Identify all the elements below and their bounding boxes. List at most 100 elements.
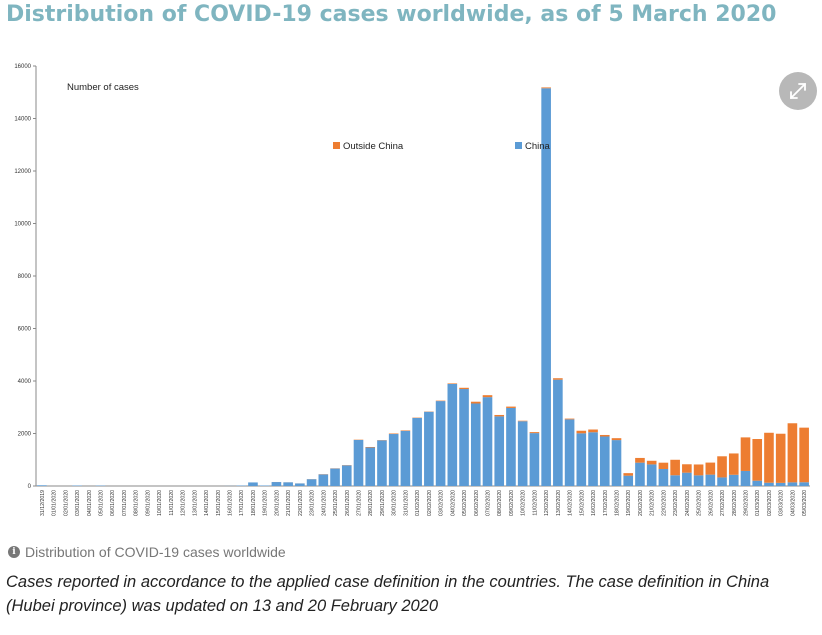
bar-china bbox=[377, 440, 387, 486]
bar-china bbox=[564, 419, 575, 486]
bar-outside-china bbox=[787, 423, 798, 483]
bar-china bbox=[295, 483, 305, 486]
x-tick-label: 11/01/2020 bbox=[169, 490, 175, 516]
x-tick-label: 14/02/2020 bbox=[568, 490, 574, 516]
bar-china bbox=[658, 468, 669, 486]
x-tick-label: 17/01/2020 bbox=[239, 490, 245, 516]
bar-china bbox=[740, 470, 751, 486]
bar-outside-china bbox=[588, 429, 598, 433]
x-tick-label: 18/01/2020 bbox=[251, 490, 257, 516]
x-axis: 31/12/2019 01/01/2020 02/01/2020 03/01/2020… bbox=[40, 490, 808, 516]
bar-china bbox=[541, 88, 551, 486]
bar-outside-china bbox=[752, 439, 763, 481]
x-tick-label: 16/01/2020 bbox=[228, 490, 234, 516]
x-tick-label: 23/02/2020 bbox=[673, 490, 679, 516]
x-tick-label: 29/01/2020 bbox=[380, 490, 386, 516]
info-icon: i bbox=[8, 546, 20, 558]
caption-heading: i Distribution of COVID-19 cases worldwi… bbox=[8, 544, 286, 560]
bar-china bbox=[787, 482, 798, 486]
y-axis-label: Number of cases bbox=[67, 82, 139, 93]
bar-china bbox=[306, 479, 317, 486]
bar-outside-china bbox=[494, 414, 505, 417]
bar-china bbox=[693, 475, 704, 486]
bar-china bbox=[670, 475, 680, 486]
x-tick-label: 09/02/2020 bbox=[509, 490, 515, 516]
x-tick-label: 11/02/2020 bbox=[532, 490, 538, 516]
bar-outside-china bbox=[646, 460, 657, 465]
x-tick-label: 04/03/2020 bbox=[790, 490, 796, 516]
x-tick-label: 09/01/2020 bbox=[145, 490, 151, 516]
x-tick-label: 21/01/2020 bbox=[286, 490, 292, 516]
bar-outside-china bbox=[611, 438, 622, 441]
bar-china bbox=[283, 482, 293, 486]
x-tick-label: 06/02/2020 bbox=[474, 490, 480, 516]
x-tick-label: 24/02/2020 bbox=[685, 490, 691, 516]
bar-china bbox=[635, 462, 645, 486]
caption-body: Cases reported in accordance to the appl… bbox=[6, 573, 770, 615]
legend-label-outside-china: Outside China bbox=[343, 141, 404, 152]
y-tick-label: 10000 bbox=[14, 222, 31, 228]
bar-outside-china bbox=[670, 459, 680, 476]
chart-title: Distribution of COVID-19 cases worldwide… bbox=[6, 2, 777, 27]
x-tick-label: 13/01/2020 bbox=[192, 490, 198, 516]
x-tick-label: 24/01/2020 bbox=[321, 490, 327, 516]
x-tick-label: 08/01/2020 bbox=[134, 490, 140, 516]
x-tick-label: 16/02/2020 bbox=[591, 490, 597, 516]
x-tick-label: 19/02/2020 bbox=[626, 490, 632, 516]
bar-china bbox=[248, 482, 258, 486]
x-tick-label: 03/01/2020 bbox=[75, 490, 81, 516]
bar-china bbox=[623, 475, 634, 486]
x-tick-label: 10/01/2020 bbox=[157, 490, 163, 516]
y-tick-label: 0 bbox=[28, 484, 32, 490]
x-tick-label: 01/03/2020 bbox=[755, 490, 761, 516]
bar-china bbox=[588, 432, 598, 486]
legend-swatch-outside-china bbox=[333, 142, 340, 149]
x-tick-label: 27/01/2020 bbox=[357, 490, 363, 516]
x-tick-label: 05/03/2020 bbox=[802, 490, 808, 516]
x-tick-label: 07/01/2020 bbox=[122, 490, 128, 516]
bar-outside-china bbox=[576, 430, 587, 434]
bar-china bbox=[271, 482, 282, 486]
x-tick-label: 07/02/2020 bbox=[486, 490, 492, 516]
x-tick-label: 06/01/2020 bbox=[110, 490, 116, 516]
bar-china bbox=[799, 482, 809, 486]
x-tick-label: 14/01/2020 bbox=[204, 490, 210, 516]
bar-china bbox=[705, 474, 716, 486]
x-tick-label: 27/02/2020 bbox=[720, 490, 726, 516]
expand-button[interactable] bbox=[779, 72, 817, 110]
bar-outside-china bbox=[564, 418, 575, 420]
x-tick-label: 30/01/2020 bbox=[392, 490, 398, 516]
bar-outside-china bbox=[775, 433, 786, 483]
x-tick-label: 31/01/2020 bbox=[403, 490, 409, 516]
stacked-bar-chart: 0 2000 4000 6000 8000 10000 12000 14000 16000 31… bbox=[14, 64, 810, 516]
bar-china bbox=[470, 403, 481, 486]
bar-outside-china bbox=[599, 434, 610, 437]
x-tick-label: 04/02/2020 bbox=[450, 490, 456, 516]
bar-outside-china bbox=[506, 406, 516, 408]
bar-outside-china bbox=[764, 432, 774, 483]
x-tick-label: 29/02/2020 bbox=[744, 490, 750, 516]
x-tick-label: 04/01/2020 bbox=[87, 490, 93, 516]
bar-outside-china bbox=[529, 432, 540, 434]
y-tick-label: 8000 bbox=[18, 274, 32, 280]
bar-china bbox=[330, 468, 340, 486]
x-tick-label: 13/02/2020 bbox=[556, 490, 562, 516]
bar-china bbox=[599, 436, 610, 486]
legend: Outside China China bbox=[333, 141, 551, 152]
expand-icon bbox=[790, 83, 806, 99]
x-tick-label: 18/02/2020 bbox=[615, 490, 621, 516]
bar-outside-china bbox=[623, 473, 634, 476]
bar-outside-china bbox=[470, 401, 481, 404]
x-tick-label: 12/02/2020 bbox=[544, 490, 550, 516]
bar-outside-china bbox=[517, 420, 528, 422]
bar-outside-china bbox=[459, 387, 469, 390]
x-tick-label: 22/02/2020 bbox=[661, 490, 667, 516]
x-tick-label: 21/02/2020 bbox=[650, 490, 656, 516]
y-axis: 0 2000 4000 6000 8000 10000 12000 14000 16000 bbox=[14, 64, 810, 490]
x-tick-label: 26/02/2020 bbox=[708, 490, 714, 516]
y-tick-label: 2000 bbox=[18, 432, 32, 438]
x-tick-label: 03/02/2020 bbox=[439, 490, 445, 516]
bar-china bbox=[717, 477, 727, 486]
x-tick-label: 20/01/2020 bbox=[274, 490, 280, 516]
bar-outside-china bbox=[447, 383, 458, 384]
